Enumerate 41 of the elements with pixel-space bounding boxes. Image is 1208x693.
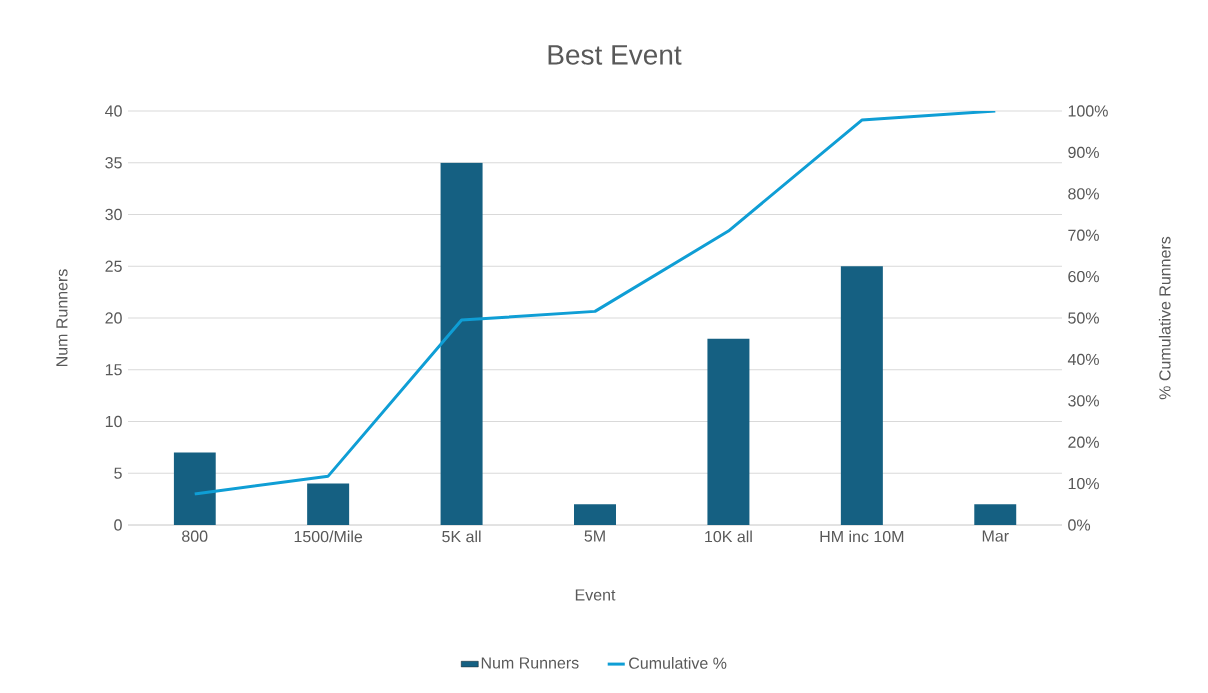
y-tick-label: 35 [105, 157, 122, 169]
y-tick-label: 20 [105, 312, 122, 324]
y2-tick-label: 70% [1068, 229, 1099, 241]
y-tick-label: 0 [114, 519, 122, 531]
y-tick-label: 5 [114, 467, 122, 479]
y2-axis-title: % Cumulative Runners [1158, 236, 1171, 400]
y-tick-label: 30 [105, 208, 122, 221]
y2-tick-label: 10% [1068, 477, 1099, 490]
y2-tick-label: 50% [1068, 312, 1099, 324]
y-axis-title: Num Runners [56, 269, 68, 367]
bar [707, 338, 750, 525]
y-tick-label: 40 [105, 105, 122, 117]
y-tick-label: 10 [105, 415, 122, 428]
bar [574, 504, 616, 525]
chart-title: Best Event [548, 45, 682, 65]
legend-label: Cumulative % [629, 657, 727, 669]
x-tick-label: 10K all [705, 530, 752, 543]
bar [173, 452, 216, 525]
bar [440, 162, 483, 525]
x-tick-label: 800 [182, 530, 208, 542]
y-tick-label: 15 [105, 364, 122, 376]
bar [974, 504, 1017, 525]
x-tick-label: Mar [982, 530, 1009, 542]
y2-tick-label: 40% [1067, 353, 1099, 366]
x-tick-label: 5M [584, 530, 605, 542]
y2-tick-label: 30% [1068, 395, 1099, 407]
x-axis-title: Event [575, 589, 616, 601]
y-tick-label: 25 [105, 260, 122, 272]
line-series [193, 111, 997, 496]
x-tick-label: 1500/Mile [294, 530, 363, 543]
bar [840, 266, 883, 525]
y2-tick-label: 20% [1068, 436, 1099, 448]
y2-tick-label: 60% [1068, 270, 1099, 283]
x-tick-label: 5K all [442, 530, 481, 543]
y2-tick-label: 90% [1068, 146, 1099, 159]
y2-tick-label: 0% [1068, 519, 1091, 531]
y2-tick-label: 80% [1068, 188, 1099, 200]
y2-tick-label: 100% [1068, 105, 1108, 117]
bar [307, 483, 350, 525]
x-tick-label: HM inc 10M [820, 530, 904, 543]
legend-label: Num Runners [481, 657, 579, 669]
